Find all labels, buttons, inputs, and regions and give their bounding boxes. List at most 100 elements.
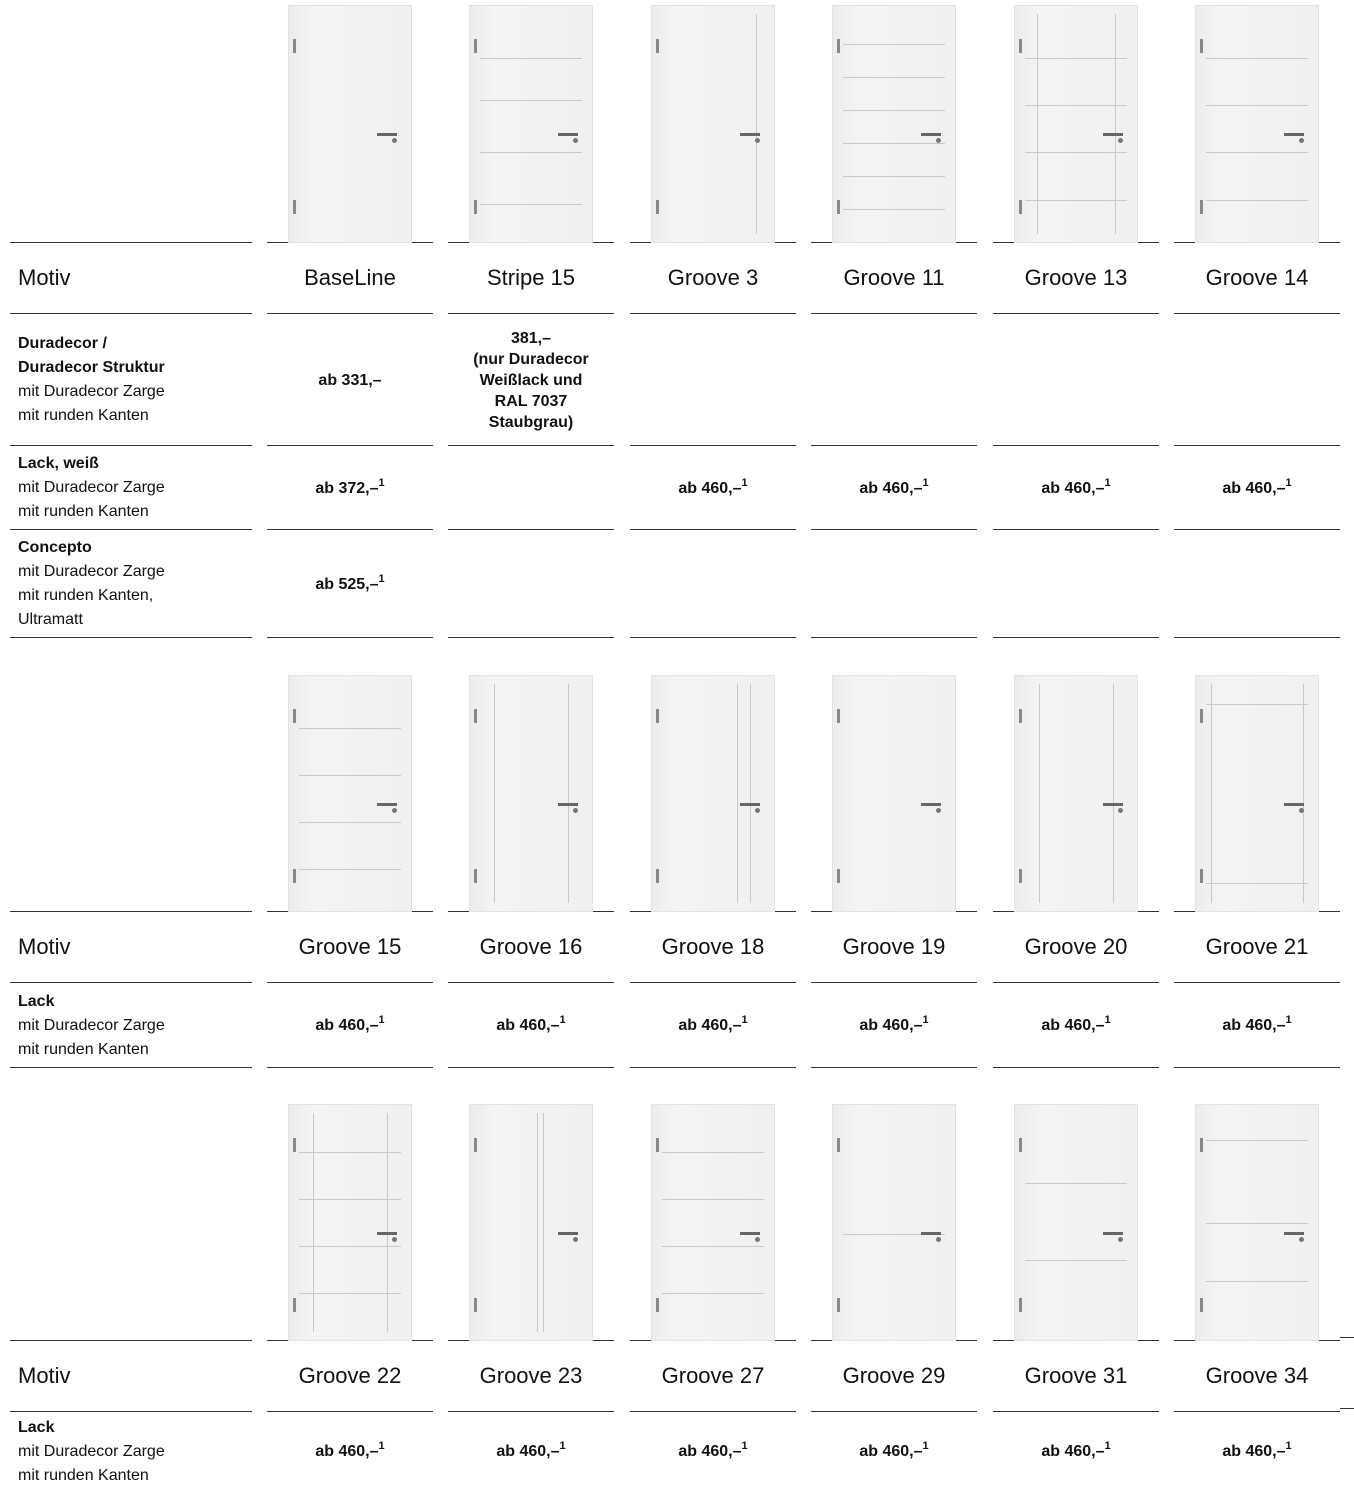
rule: [10, 313, 252, 314]
price: ab 460,–1: [993, 446, 1159, 530]
handle: [558, 133, 578, 137]
hinge: [293, 39, 296, 54]
handle: [921, 133, 941, 137]
groove: [843, 76, 945, 78]
hinge: [656, 1297, 659, 1312]
row-label: Concepto mit Duradecor Zarge mit runden Ka…: [10, 530, 260, 638]
rule: [448, 313, 614, 314]
rule: [811, 982, 977, 983]
groove: [1206, 882, 1308, 884]
groove: [543, 1113, 545, 1332]
rule: [811, 1411, 977, 1412]
door-image: [1195, 1104, 1319, 1341]
row-desc: mit runden Kanten,: [18, 587, 154, 604]
footnote-ref: 1: [378, 1014, 385, 1026]
rule: [10, 911, 252, 912]
rule: [1174, 982, 1340, 983]
handle: [558, 802, 578, 806]
knob: [392, 807, 397, 813]
knob: [1118, 1236, 1123, 1242]
footnote-ref: 1: [922, 476, 929, 489]
groove: [1206, 152, 1308, 154]
door-image: [832, 675, 956, 912]
row-desc: mit Duradecor Zarge: [18, 1016, 165, 1034]
price: ab 460,–1: [448, 1412, 614, 1491]
groove: [1036, 14, 1038, 234]
groove: [1206, 1222, 1308, 1224]
footnote-ref: 1: [1285, 1014, 1292, 1026]
motif-name: Groove 11: [843, 265, 945, 290]
price-line: ab 460,–1: [315, 1015, 384, 1036]
hinge: [474, 708, 477, 723]
footnote-ref: 1: [741, 1440, 748, 1452]
groove: [662, 1246, 764, 1247]
rule: [1174, 1411, 1340, 1412]
rule: [267, 529, 433, 530]
groove: [1206, 1281, 1308, 1283]
footnote-ref: 1: [378, 1440, 385, 1452]
hinge: [837, 708, 840, 723]
rule: [448, 1067, 614, 1068]
knob: [392, 1236, 397, 1242]
groove: [1206, 704, 1308, 706]
handle: [740, 133, 760, 137]
rule: [10, 637, 252, 638]
footnote-ref: 1: [559, 1014, 566, 1026]
row-desc: mit runden Kanten: [18, 1466, 149, 1484]
price-text: ab 460,–: [678, 1443, 742, 1460]
door-image: [1195, 675, 1319, 912]
price: ab 460,–1: [811, 983, 977, 1068]
motif-name: Groove 16: [479, 934, 583, 959]
price: ab 460,–1: [630, 446, 796, 530]
hinge: [1019, 868, 1022, 883]
rule: [448, 1411, 614, 1412]
price: ab 460,–1: [1174, 446, 1340, 530]
groove: [299, 1293, 401, 1294]
groove: [843, 43, 945, 45]
price: ab 460,–1: [630, 1412, 796, 1491]
rule: [1174, 529, 1340, 530]
row-desc: mit Duradecor Zarge: [18, 383, 165, 400]
motif-name: Groove 14: [1205, 265, 1309, 290]
rule: [811, 1067, 977, 1068]
groove: [480, 152, 582, 154]
price-line: ab 525,–1: [315, 572, 385, 595]
handle: [377, 133, 397, 137]
price-text: Weißlack und: [479, 371, 583, 389]
rule: [10, 1340, 252, 1341]
price-line: ab 460,–1: [1222, 1015, 1291, 1036]
price-text: ab 460,–: [496, 1017, 560, 1034]
knob: [573, 138, 578, 144]
price-line: ab 460,–1: [859, 1015, 928, 1036]
rule: [993, 637, 1159, 638]
groove: [1025, 1260, 1127, 1262]
hinge: [1019, 708, 1022, 723]
rule: [10, 242, 252, 243]
price: ab 372,–1: [267, 446, 433, 530]
price-line: ab 460,–1: [1041, 1015, 1110, 1036]
footnote-ref: 1: [378, 572, 385, 585]
price: 381,– (nur Duradecor Weißlack und RAL 7037 S…: [448, 314, 614, 446]
handle: [921, 1231, 941, 1235]
rule: [267, 445, 433, 446]
price: ab 460,–1: [1174, 1412, 1340, 1491]
groove: [1025, 199, 1127, 201]
hinge: [474, 1137, 477, 1152]
rule: [630, 637, 796, 638]
hinge: [837, 1137, 840, 1152]
rule: [1340, 1337, 1354, 1338]
price-line: ab 460,–1: [1222, 1441, 1291, 1462]
handle: [1284, 802, 1304, 806]
door-image: [651, 5, 775, 243]
knob: [1118, 807, 1123, 813]
price-text: ab 460,–: [678, 1017, 742, 1034]
rule: [267, 1411, 433, 1412]
rule: [10, 982, 252, 983]
price-line: ab 460,–1: [1222, 477, 1291, 499]
rule: [267, 637, 433, 638]
hinge: [1019, 39, 1022, 54]
price-text: ab 460,–: [315, 1017, 379, 1034]
motif-name: Groove 15: [298, 934, 402, 959]
price-line: RAL 7037: [495, 391, 568, 412]
groove: [1303, 684, 1305, 903]
